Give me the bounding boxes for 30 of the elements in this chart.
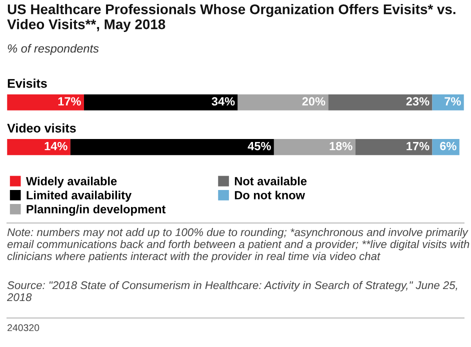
legend-label: Not available: [234, 176, 307, 186]
data-label: 34%: [212, 97, 235, 106]
data-label: 14%: [44, 142, 68, 150]
source-note: Source: "2018 State of Consumerism in Healthcare: Activity in Search of Strategy," June 25, 2018: [7, 281, 458, 302]
legend-label: Widely available: [26, 176, 117, 188]
bar: [355, 139, 432, 156]
data-label: 17%: [406, 142, 430, 150]
text: 240320: [8, 324, 40, 332]
chart-subtitle: % of respondents: [8, 44, 99, 56]
data-label: 20%: [302, 97, 326, 106]
text: Note: numbers may not add up to 100% due to rounding; *asynchronous and involve primarily email communications back and forth between a patient and a provider; **live digital visits with clinicians where patients interact with the provider in real time via video chat: [7, 228, 470, 262]
data-label: 17%: [58, 97, 81, 106]
legend-label: Do not know: [234, 190, 305, 200]
bar: [328, 94, 432, 110]
data-label: 23%: [406, 97, 430, 106]
data-label: 45%: [248, 142, 271, 150]
bar: [7, 94, 84, 110]
legend-label: Planning/in development: [26, 204, 166, 216]
bar: [7, 139, 70, 156]
bar: [70, 139, 274, 156]
bar: [84, 94, 238, 110]
legend-label: Limited availability: [26, 190, 132, 202]
chart-title: US Healthcare Professionals Whose Organization Offers Evisits* vs. Video Visits**, May 2018: [7, 4, 456, 32]
data-label: 18%: [330, 142, 352, 150]
data-label: 7%: [444, 97, 461, 106]
data-label: 6%: [440, 142, 456, 150]
bar: [274, 139, 356, 156]
bar: [238, 94, 328, 110]
y-tick-label: Video visits: [7, 123, 76, 133]
y-tick-label: Evisits: [8, 78, 47, 88]
